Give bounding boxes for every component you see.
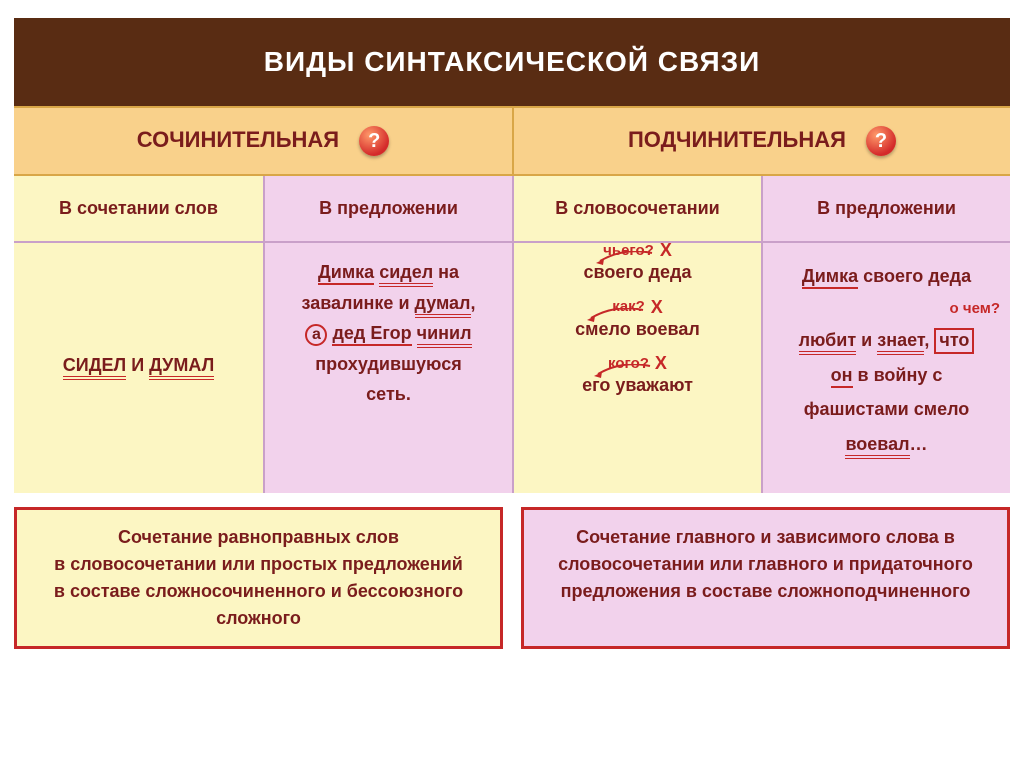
predicate: воевал bbox=[845, 434, 909, 459]
predicate: знает bbox=[877, 330, 924, 355]
slide-frame: ВИДЫ СИНТАКСИЧЕСКОЙ СВЯЗИ СОЧИНИТЕЛЬНАЯ … bbox=[14, 18, 1010, 649]
main-title: ВИДЫ СИНТАКСИЧЕСКОЙ СВЯЗИ bbox=[14, 18, 1010, 106]
punct: , bbox=[471, 293, 476, 313]
context-cell: В предложении bbox=[761, 176, 1010, 243]
conjunction: И bbox=[131, 355, 144, 375]
word: сеть bbox=[366, 384, 406, 404]
question-word: о чем? bbox=[950, 300, 1000, 317]
subject: он bbox=[831, 365, 853, 388]
example-3: чьего? Х своего деда как? Х смело воевал… bbox=[512, 243, 761, 493]
predicate: СИДЕЛ bbox=[63, 355, 126, 380]
predicate: думал bbox=[415, 293, 471, 318]
arrow-icon bbox=[585, 308, 645, 322]
context-cell: В словосочетании bbox=[512, 176, 761, 243]
conjunction: и bbox=[861, 330, 872, 350]
question-badge-icon: ? bbox=[359, 126, 389, 156]
x-mark: Х bbox=[655, 348, 667, 379]
punct: , bbox=[924, 330, 929, 350]
subhead-right: ПОДЧИНИТЕЛЬНАЯ ? bbox=[512, 106, 1010, 176]
circled-conjunction: а bbox=[305, 324, 327, 346]
subhead-left: СОЧИНИТЕЛЬНАЯ ? bbox=[14, 106, 512, 176]
conjunction: и bbox=[398, 293, 409, 313]
word: завалинке bbox=[301, 293, 393, 313]
example-4: Димка своего деда о чем? любит и знает, … bbox=[761, 243, 1010, 493]
subhead-right-label: ПОДЧИНИТЕЛЬНАЯ bbox=[628, 127, 846, 152]
predicate: сидел bbox=[379, 262, 433, 287]
arrow-icon bbox=[594, 251, 654, 265]
x-mark: Х bbox=[660, 235, 672, 266]
word: фашистами смело bbox=[804, 399, 970, 419]
summary-row: Сочетание равноправных слов в словосочет… bbox=[14, 507, 1010, 649]
subject: Димка bbox=[318, 262, 374, 285]
context-cell: В предложении bbox=[263, 176, 512, 243]
question-badge-icon: ? bbox=[866, 126, 896, 156]
punct: … bbox=[910, 434, 928, 454]
predicate: чинил bbox=[417, 323, 472, 348]
example-row: СИДЕЛ И ДУМАЛ Димка сидел на завалинке и… bbox=[14, 243, 1010, 493]
example-2: Димка сидел на завалинке и думал, а дед … bbox=[263, 243, 512, 493]
context-row: В сочетании слов В предложении В словосо… bbox=[14, 176, 1010, 243]
predicate: ДУМАЛ bbox=[149, 355, 214, 380]
word: на bbox=[438, 262, 459, 282]
word: в войну с bbox=[858, 365, 943, 385]
word: прохудившуюся bbox=[315, 354, 461, 374]
subject: Димка bbox=[802, 266, 858, 289]
summary-left: Сочетание равноправных слов в словосочет… bbox=[14, 507, 503, 649]
summary-right: Сочетание главного и зависимого слова в … bbox=[521, 507, 1010, 649]
word: своего деда bbox=[863, 266, 971, 286]
arrow-icon bbox=[592, 364, 652, 378]
example-1: СИДЕЛ И ДУМАЛ bbox=[14, 243, 263, 493]
subhead-left-label: СОЧИНИТЕЛЬНАЯ bbox=[137, 127, 339, 152]
context-cell: В сочетании слов bbox=[14, 176, 263, 243]
subhead-row: СОЧИНИТЕЛЬНАЯ ? ПОДЧИНИТЕЛЬНАЯ ? bbox=[14, 106, 1010, 176]
x-mark: Х bbox=[651, 292, 663, 323]
predicate: любит bbox=[799, 330, 857, 355]
subject: дед Егор bbox=[332, 323, 411, 346]
punct: . bbox=[406, 384, 411, 404]
boxed-conjunction: что bbox=[934, 328, 974, 354]
